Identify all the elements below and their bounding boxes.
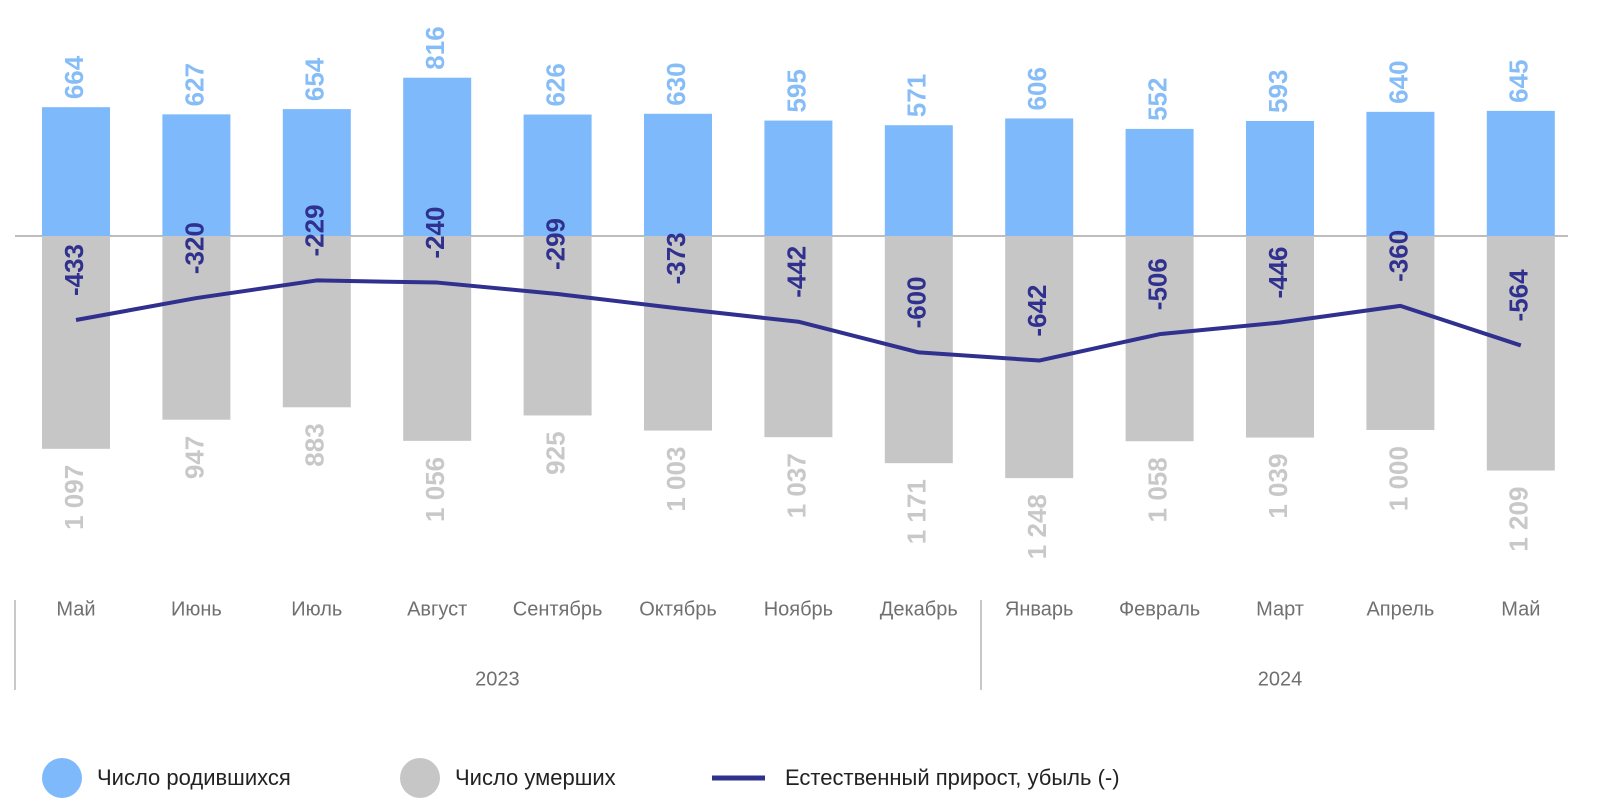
value-label: 947 xyxy=(179,436,209,479)
value-label: -229 xyxy=(300,204,330,256)
value-label: 925 xyxy=(540,431,570,474)
value-label: 1 003 xyxy=(661,447,691,512)
value-label: 595 xyxy=(781,69,811,112)
legend-swatch xyxy=(400,758,440,798)
value-label: 645 xyxy=(1504,59,1534,102)
value-label: 1 037 xyxy=(781,453,811,518)
group-label: 2024 xyxy=(1258,668,1303,690)
value-label: 1 209 xyxy=(1504,487,1534,552)
bar xyxy=(403,77,472,236)
legend-label: Естественный прирост, убыль (-) xyxy=(785,765,1120,790)
value-label: 627 xyxy=(179,63,209,106)
x-tick-label: Апрель xyxy=(1366,598,1434,620)
value-label: 1 056 xyxy=(420,457,450,522)
value-label: 1 058 xyxy=(1142,457,1172,522)
bar xyxy=(282,109,351,236)
bar xyxy=(1246,236,1314,438)
bar xyxy=(523,236,592,416)
x-tick-label: Август xyxy=(407,598,467,620)
bar xyxy=(884,125,953,236)
x-tick-label: Декабрь xyxy=(880,598,958,620)
bar xyxy=(1486,236,1555,471)
value-label: 1 171 xyxy=(902,479,932,544)
legend-label: Число родившихся xyxy=(97,765,291,790)
legend-label: Число умерших xyxy=(455,765,616,790)
x-tick-label: Июль xyxy=(291,598,342,620)
value-label: -320 xyxy=(179,222,209,274)
value-label: -564 xyxy=(1504,269,1534,322)
value-label: 552 xyxy=(1142,78,1172,121)
bar xyxy=(1125,128,1194,236)
x-tick-label: Январь xyxy=(1005,598,1074,620)
bar xyxy=(644,113,712,236)
x-tick-label: Октябрь xyxy=(639,598,717,620)
value-label: 664 xyxy=(59,55,89,99)
bar xyxy=(1486,110,1555,236)
bar xyxy=(42,107,110,237)
bar xyxy=(884,236,953,464)
bar xyxy=(1366,236,1435,430)
bar xyxy=(162,236,231,420)
legend-swatch xyxy=(42,758,82,798)
bar xyxy=(162,114,231,236)
value-label: -433 xyxy=(59,244,89,296)
value-label: -373 xyxy=(661,232,691,284)
x-tick-label: Май xyxy=(56,598,95,620)
value-label: -240 xyxy=(420,207,450,259)
value-label: -360 xyxy=(1383,230,1413,282)
bar xyxy=(644,236,712,431)
bar xyxy=(1005,118,1074,236)
value-label: 1 000 xyxy=(1383,446,1413,511)
value-label: 571 xyxy=(902,74,932,117)
bar xyxy=(282,236,351,408)
value-label: 883 xyxy=(300,423,330,466)
x-tick-label: Май xyxy=(1501,598,1540,620)
value-label: 593 xyxy=(1263,70,1293,113)
x-tick-label: Март xyxy=(1256,598,1304,620)
value-label: 1 039 xyxy=(1263,454,1293,519)
value-label: 1 097 xyxy=(59,465,89,530)
value-label: 630 xyxy=(661,62,691,105)
value-label: 816 xyxy=(420,26,450,69)
value-label: 606 xyxy=(1022,67,1052,110)
bar xyxy=(764,236,833,438)
bar xyxy=(42,236,110,449)
x-tick-label: Сентябрь xyxy=(513,598,603,620)
value-label: 1 248 xyxy=(1022,494,1052,559)
value-label: 654 xyxy=(300,57,330,101)
value-label: -442 xyxy=(781,246,811,298)
line xyxy=(75,278,1522,363)
bar xyxy=(1246,120,1314,236)
value-label: -506 xyxy=(1142,258,1172,310)
bar xyxy=(523,114,592,236)
x-tick-label: Июнь xyxy=(171,598,222,620)
bar xyxy=(1366,111,1435,236)
value-label: -446 xyxy=(1263,247,1293,299)
x-tick-label: Ноябрь xyxy=(764,598,833,620)
value-label: -600 xyxy=(902,276,932,328)
value-label: 626 xyxy=(540,63,570,106)
value-label: 640 xyxy=(1383,60,1413,103)
value-label: -299 xyxy=(540,218,570,270)
value-label: -642 xyxy=(1022,285,1052,337)
x-tick-label: Февраль xyxy=(1119,598,1200,620)
bar xyxy=(403,236,472,441)
bar xyxy=(764,120,833,236)
group-label: 2023 xyxy=(475,668,520,690)
